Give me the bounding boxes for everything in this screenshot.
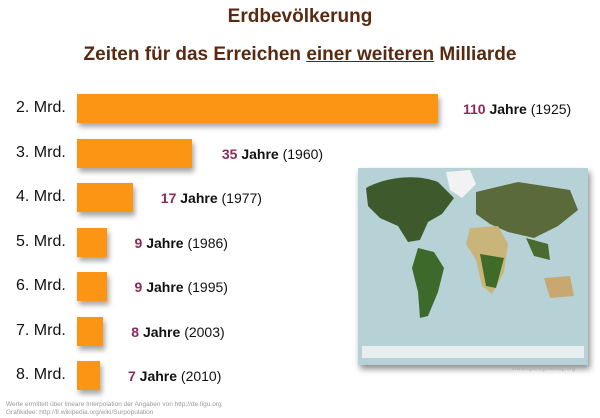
category-label: 5. Mrd. [16,232,66,250]
category-label: 4. Mrd. [16,188,66,205]
data-label: 9 Jahre (1995) [135,279,228,295]
value: 35 [221,145,238,162]
value: 9 [134,234,143,251]
bar [77,138,192,168]
year: (1995) [187,279,228,295]
data-label: 8 Jahre (2003) [131,324,224,340]
category-label: 8. Mrd. [16,366,66,383]
year: (1977) [221,190,262,206]
world-map-image [358,168,588,365]
category-label: 7. Mrd. [16,321,66,339]
unit: Jahre [180,190,218,206]
chart-title: Erdbevölkerung [227,6,373,27]
year: (2003) [184,323,225,340]
bar [77,227,107,257]
data-label: 35 Jahre (1960) [222,146,323,162]
bar [77,316,104,346]
map-credit: www.opencyclemap.org [512,366,576,372]
subtitle-part: Milliarde [434,44,517,65]
value: 110 [463,101,486,117]
unit: Jahre [241,145,279,162]
unit: Jahre [489,101,527,117]
year: (1925) [530,101,572,117]
subtitle-underlined: einer weiteren [306,44,435,65]
value: 17 [160,190,177,206]
unit: Jahre [142,323,181,340]
value: 9 [134,279,143,295]
category-label: 3. Mrd. [16,143,66,161]
bar [77,94,438,123]
footnote: Werte ermittelt über lineare Interpolati… [6,401,222,408]
category-label: 2. Mrd. [16,99,66,116]
category-label: 6. Mrd. [16,277,66,294]
value: 7 [127,368,136,384]
data-label: 7 Jahre (2010) [128,368,221,384]
year: (2010) [180,368,222,384]
footnote: Grafikidee: http://fr.wikipedia.org/wiki… [6,409,154,416]
unit: Jahre [139,368,178,384]
bar [77,183,133,212]
year: (1960) [282,145,324,162]
unit: Jahre [146,279,184,295]
year: (1986) [187,234,228,251]
bar [77,272,107,301]
data-label: 17 Jahre (1977) [161,190,262,206]
data-label: 9 Jahre (1986) [135,235,228,251]
data-label: 110 Jahre (1925) [463,101,571,117]
bar [77,361,100,390]
value: 8 [131,323,140,340]
subtitle-part: Zeiten für das Erreichen [83,44,307,65]
unit: Jahre [146,234,184,251]
chart-subtitle: Zeiten für das Erreichen einer weiteren … [0,44,600,66]
